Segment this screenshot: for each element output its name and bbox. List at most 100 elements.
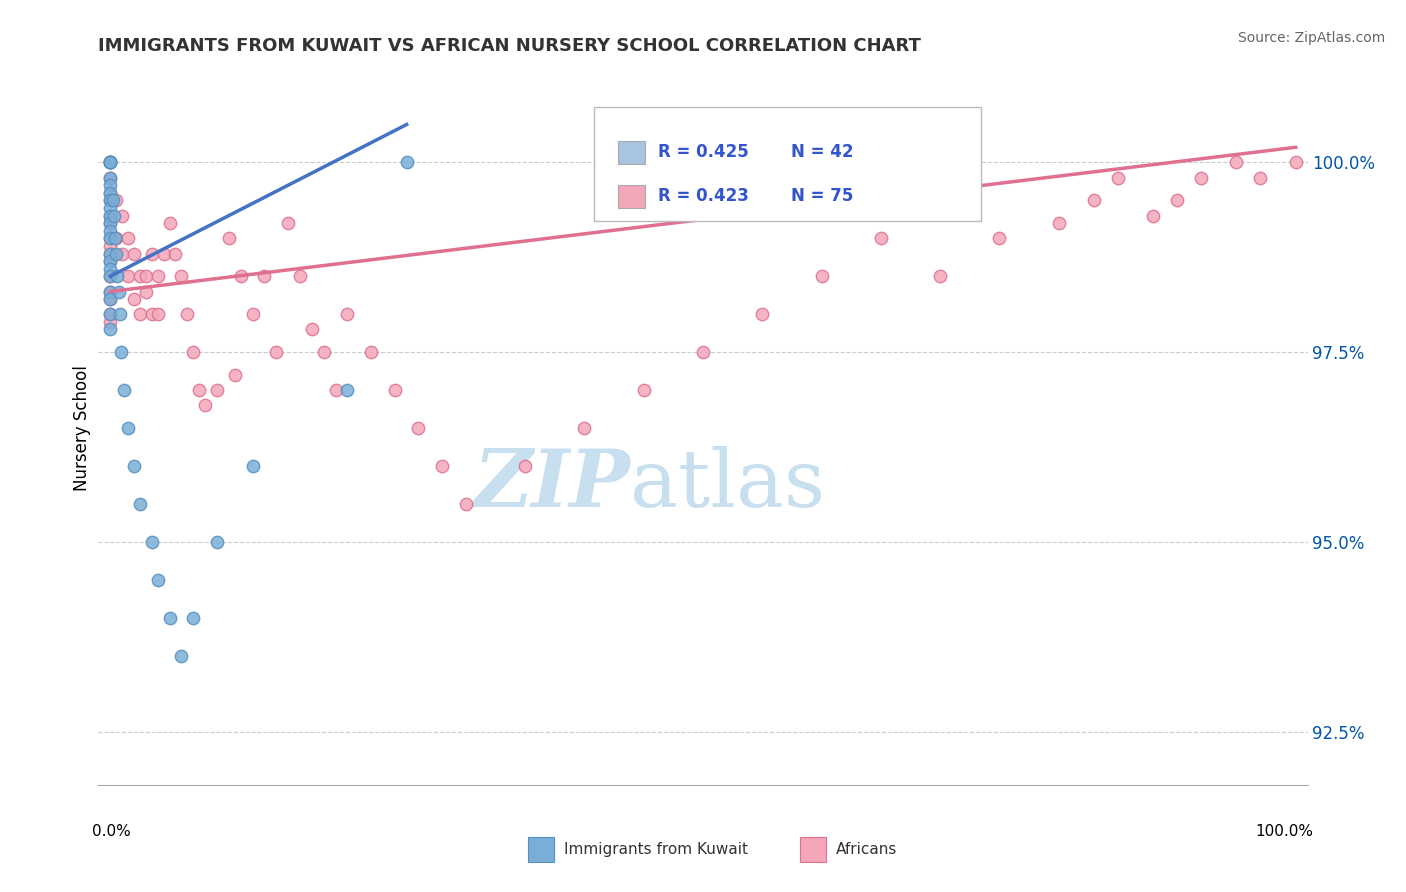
Point — [98, 269, 121, 284]
Point — [98, 216, 121, 230]
Point — [122, 292, 145, 306]
Text: Source: ZipAtlas.com: Source: ZipAtlas.com — [1237, 31, 1385, 45]
Point — [117, 231, 139, 245]
FancyBboxPatch shape — [800, 837, 827, 862]
Point — [929, 269, 952, 284]
Point — [98, 246, 121, 260]
Point — [98, 201, 121, 215]
FancyBboxPatch shape — [619, 185, 645, 208]
Point — [98, 186, 121, 200]
Point — [181, 345, 204, 359]
Point — [1285, 155, 1308, 169]
Point — [98, 307, 121, 321]
Point — [105, 246, 128, 260]
Point — [98, 239, 121, 253]
Point — [360, 345, 382, 359]
Point — [111, 246, 134, 260]
Point — [114, 383, 136, 397]
Point — [633, 383, 655, 397]
Point — [264, 345, 287, 359]
Point — [205, 535, 228, 549]
Point — [122, 459, 145, 474]
Text: atlas: atlas — [630, 446, 825, 524]
Point — [98, 170, 121, 185]
Point — [165, 246, 187, 260]
Point — [152, 246, 174, 260]
Point — [129, 269, 152, 284]
Point — [111, 209, 134, 223]
Point — [288, 269, 311, 284]
Point — [229, 269, 252, 284]
Point — [515, 459, 537, 474]
FancyBboxPatch shape — [619, 141, 645, 163]
Point — [1249, 170, 1271, 185]
Point — [98, 315, 121, 329]
Point — [98, 285, 121, 299]
Point — [205, 383, 228, 397]
Point — [194, 398, 217, 412]
Point — [98, 285, 121, 299]
Point — [98, 254, 121, 268]
Point — [98, 155, 121, 169]
Point — [98, 231, 121, 245]
Point — [129, 497, 152, 511]
Point — [104, 231, 127, 245]
Point — [135, 285, 157, 299]
Point — [1189, 170, 1212, 185]
Point — [103, 209, 125, 223]
Point — [1047, 216, 1070, 230]
Point — [146, 307, 169, 321]
Point — [159, 216, 181, 230]
Point — [107, 285, 129, 299]
Text: ZIP: ZIP — [474, 447, 630, 524]
Point — [301, 322, 323, 336]
Point — [117, 269, 139, 284]
Text: N = 42: N = 42 — [790, 143, 853, 161]
Point — [170, 648, 193, 663]
Point — [98, 292, 121, 306]
Point — [98, 322, 121, 336]
Point — [869, 231, 891, 245]
Point — [454, 497, 477, 511]
Point — [117, 421, 139, 435]
Point — [98, 194, 121, 208]
Point — [98, 231, 121, 245]
Point — [408, 421, 430, 435]
Point — [181, 611, 204, 625]
Point — [98, 269, 121, 284]
Point — [176, 307, 198, 321]
Point — [1107, 170, 1129, 185]
Point — [325, 383, 347, 397]
Point — [98, 155, 121, 169]
Point — [988, 231, 1011, 245]
Point — [98, 307, 121, 321]
Point — [1142, 209, 1164, 223]
Point — [98, 254, 121, 268]
Point — [110, 345, 132, 359]
Point — [98, 216, 121, 230]
Text: 0.0%: 0.0% — [93, 824, 131, 839]
Point — [146, 269, 169, 284]
Point — [384, 383, 406, 397]
Point — [159, 611, 181, 625]
Point — [574, 421, 596, 435]
Point — [242, 307, 264, 321]
Point — [253, 269, 276, 284]
Point — [312, 345, 335, 359]
Point — [810, 269, 832, 284]
Point — [98, 186, 121, 200]
Point — [141, 535, 163, 549]
Point — [1166, 194, 1188, 208]
Text: IMMIGRANTS FROM KUWAIT VS AFRICAN NURSERY SCHOOL CORRELATION CHART: IMMIGRANTS FROM KUWAIT VS AFRICAN NURSER… — [98, 37, 921, 54]
Point — [105, 269, 128, 284]
Text: 100.0%: 100.0% — [1256, 824, 1313, 839]
Point — [105, 194, 128, 208]
Point — [170, 269, 193, 284]
Point — [224, 368, 246, 382]
Point — [336, 383, 359, 397]
Point — [98, 155, 121, 169]
Point — [98, 155, 121, 169]
Point — [122, 246, 145, 260]
Point — [108, 307, 131, 321]
Text: Immigrants from Kuwait: Immigrants from Kuwait — [564, 842, 748, 856]
